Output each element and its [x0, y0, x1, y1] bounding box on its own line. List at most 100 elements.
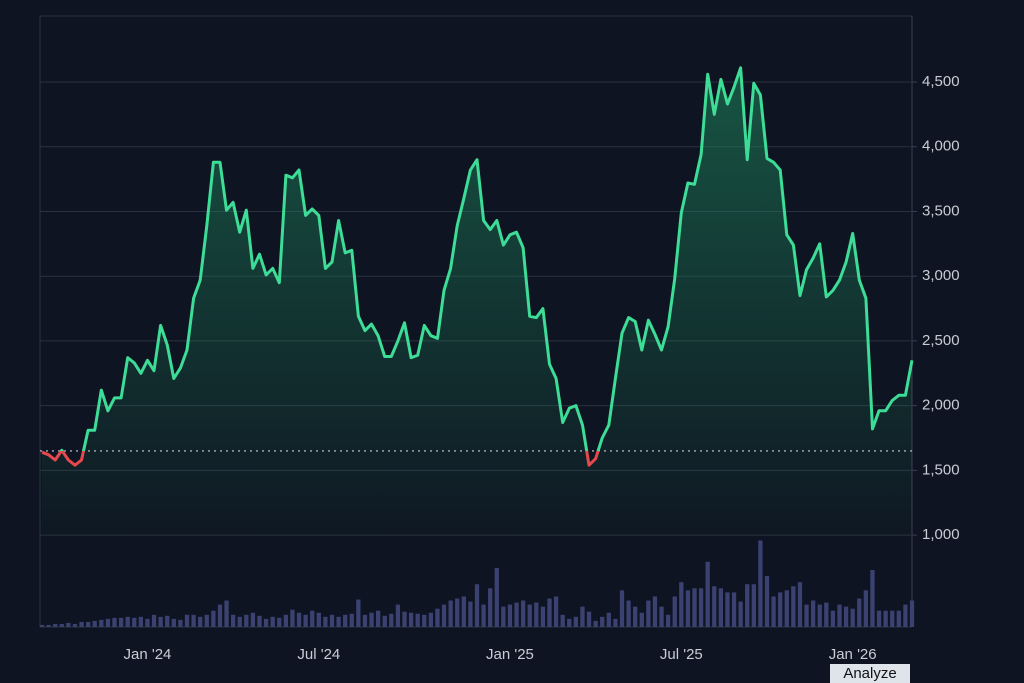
volume-bar: [132, 617, 137, 627]
volume-bar: [751, 584, 756, 627]
volume-bar: [138, 616, 144, 627]
volume-bar: [224, 600, 229, 627]
volume-bar: [883, 610, 888, 627]
x-tick-label: Jan '26: [829, 646, 877, 663]
volume-bar: [567, 618, 572, 627]
volume-bar: [158, 616, 163, 627]
volume-bar: [718, 588, 724, 627]
volume-bar: [408, 612, 414, 627]
volume-bar: [843, 606, 849, 627]
volume-bar: [837, 604, 842, 627]
volume-bar: [270, 616, 275, 627]
volume-bar: [507, 604, 513, 627]
volume-bar: [125, 616, 130, 627]
volume-bar: [277, 617, 282, 627]
volume-bar: [665, 614, 671, 627]
volume-bar: [296, 612, 302, 627]
volume-bar: [613, 618, 618, 627]
volume-bar: [501, 606, 506, 627]
volume-bar: [692, 588, 697, 627]
volume-bar: [105, 618, 111, 627]
volume-bar: [725, 592, 730, 627]
y-tick-label: 3,000: [922, 267, 960, 284]
volume-bar: [672, 596, 677, 627]
volume-bar: [336, 616, 341, 627]
volume-bar: [797, 582, 803, 627]
volume-bar: [79, 621, 84, 627]
volume-bar: [540, 606, 546, 627]
analyze-button-bg: [830, 664, 910, 683]
volume-bar: [402, 611, 407, 627]
volume-bar: [619, 590, 625, 627]
volume-bar: [92, 620, 97, 627]
x-tick-label: Jan '24: [124, 646, 172, 663]
volume-bar: [824, 602, 829, 627]
volume-bar: [329, 614, 335, 627]
volume-bar: [804, 604, 809, 627]
volume-bar: [99, 619, 104, 627]
volume-bar: [455, 598, 460, 627]
volume-bar: [698, 588, 704, 627]
volume-bar: [639, 612, 644, 627]
volume-bar: [263, 618, 269, 627]
volume-bar: [646, 600, 651, 627]
volume-bar: [547, 598, 552, 627]
volume-bar: [817, 604, 822, 627]
volume-bar: [791, 586, 796, 627]
volume-bar: [876, 610, 882, 627]
volume-bar: [573, 616, 579, 627]
volume-bar: [738, 601, 743, 627]
volume-bar: [257, 615, 262, 627]
volume-bar: [771, 596, 776, 627]
volume-bar: [890, 610, 895, 627]
volume-bar: [586, 611, 592, 627]
volume-bar: [870, 569, 875, 627]
volume-bar: [514, 602, 519, 627]
volume-bar: [712, 586, 717, 627]
volume-bar: [204, 614, 209, 627]
volume-bar: [389, 613, 394, 627]
volume-bar: [165, 615, 170, 627]
volume-bar: [66, 622, 71, 627]
volume-bar: [758, 540, 763, 627]
volume-bar: [593, 620, 598, 627]
volume-bar: [428, 612, 434, 627]
volume-bar: [863, 590, 869, 627]
volume-bar: [244, 614, 249, 627]
volume-bar: [520, 600, 526, 627]
volume-bar: [652, 596, 658, 627]
y-tick-label: 2,500: [922, 332, 960, 349]
volume-bar: [435, 608, 440, 627]
volume-bar: [250, 612, 256, 627]
volume-bar: [633, 606, 638, 627]
volume-bar: [422, 614, 427, 627]
volume-bar: [534, 602, 539, 627]
volume-bar: [731, 592, 737, 627]
volume-bar: [850, 608, 855, 627]
x-tick-label: Jul '25: [660, 646, 703, 663]
volume-bar: [323, 616, 328, 627]
volume-bar: [151, 614, 157, 627]
volume-bar: [112, 617, 117, 627]
volume-bar: [310, 610, 315, 627]
volume-bar: [830, 610, 836, 627]
y-tick-label: 2,000: [922, 397, 960, 414]
analyze-button[interactable]: Analyze: [843, 665, 896, 682]
y-tick-label: 4,500: [922, 73, 960, 90]
volume-bar: [474, 584, 480, 627]
volume-bar: [778, 592, 783, 627]
volume-bar: [481, 604, 486, 627]
volume-bar: [909, 600, 915, 627]
y-tick-label: 3,500: [922, 202, 960, 219]
volume-bar: [356, 599, 361, 627]
volume-bar: [580, 606, 585, 627]
volume-bar: [59, 623, 64, 627]
volume-bar: [184, 614, 190, 627]
x-tick-label: Jan '25: [486, 646, 534, 663]
x-tick-label: Jul '24: [297, 646, 340, 663]
volume-bar: [415, 613, 420, 627]
volume-bar: [468, 601, 473, 627]
volume-bar: [560, 614, 565, 627]
